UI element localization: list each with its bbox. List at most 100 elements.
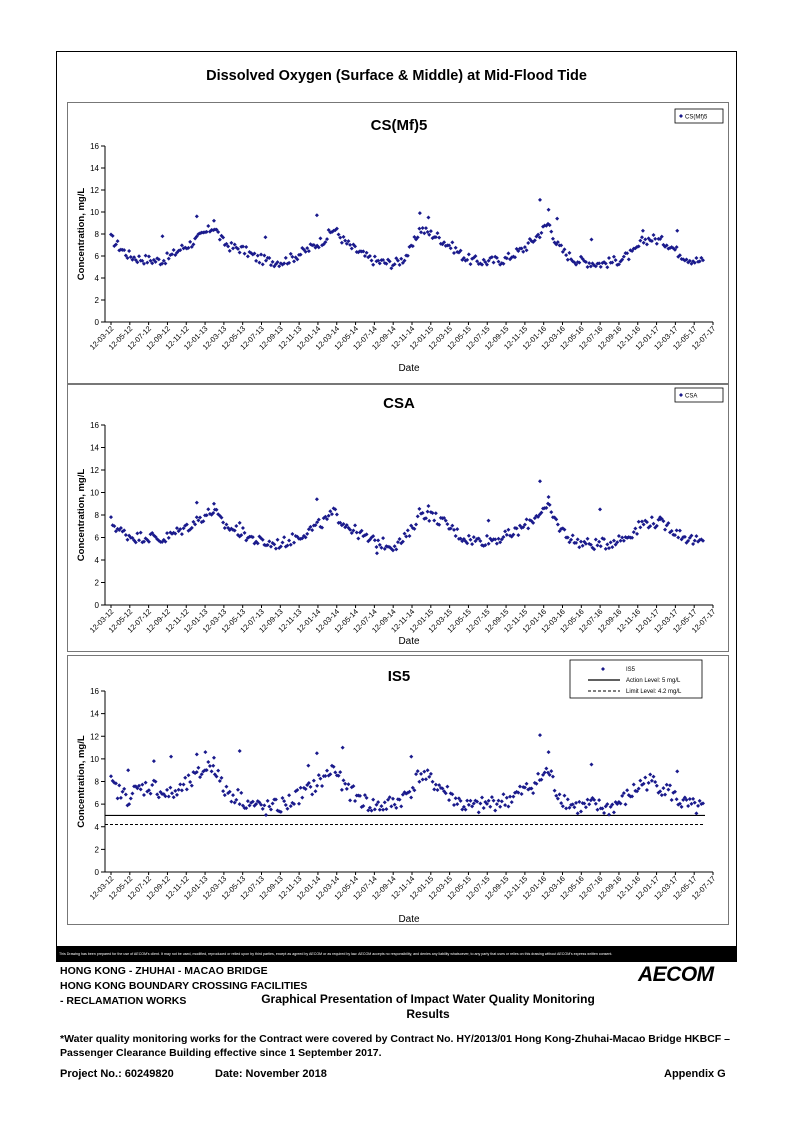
data-point [244, 244, 249, 249]
data-point [140, 258, 145, 263]
data-point [677, 801, 682, 806]
data-point [524, 781, 529, 786]
data-point [546, 750, 551, 755]
data-point [316, 245, 321, 250]
data-point [260, 262, 265, 267]
data-point [313, 789, 318, 794]
data-point [419, 230, 424, 235]
data-point [428, 229, 433, 234]
data-point [422, 516, 427, 521]
legend-marker [601, 667, 605, 671]
data-point [217, 237, 222, 242]
data-point [593, 264, 598, 269]
data-point [499, 799, 504, 804]
data-point [198, 515, 203, 520]
data-point [382, 800, 387, 805]
data-point [214, 774, 219, 779]
data-point [539, 230, 544, 235]
chart-panel-csa: CSA 0 2 4 6 8 10 12 14 16 Concentration, mg/L 12-03… [67, 384, 729, 652]
disclaimer-bar: This Drawing has been prepared for the u… [56, 946, 737, 962]
chart-title: CSA [383, 395, 415, 412]
data-point [513, 255, 518, 260]
data-point [343, 238, 348, 243]
data-point [311, 778, 316, 783]
data-point [620, 793, 625, 798]
data-point [458, 536, 463, 541]
data-point [453, 534, 458, 539]
data-point [483, 543, 488, 548]
data-point [445, 784, 450, 789]
data-point [298, 252, 303, 257]
data-point [554, 793, 559, 798]
y-tick-label: 10 [90, 208, 99, 217]
data-point [437, 235, 442, 240]
y-tick-label: 4 [95, 823, 100, 832]
data-point [478, 539, 483, 544]
data-point [232, 528, 237, 533]
data-point [689, 261, 694, 266]
data-point [224, 522, 229, 527]
data-point [184, 522, 189, 527]
data-point [169, 754, 174, 759]
data-point [692, 800, 697, 805]
data-point [358, 793, 363, 798]
data-point [115, 239, 120, 244]
data-point [211, 218, 216, 223]
data-point [648, 524, 653, 529]
data-point [691, 796, 696, 801]
y-tick-label: 0 [95, 868, 100, 877]
data-point [150, 261, 155, 266]
data-point [536, 232, 541, 237]
data-point [221, 235, 226, 240]
data-point [397, 797, 402, 802]
data-point [588, 542, 593, 547]
data-point [562, 247, 567, 252]
data-point [621, 254, 626, 259]
data-point [410, 244, 415, 249]
data-point [272, 542, 277, 547]
data-point [310, 528, 315, 533]
y-tick-label: 16 [90, 687, 99, 696]
data-point [229, 526, 234, 531]
data-point [290, 254, 295, 259]
data-point [517, 523, 522, 528]
data-point [404, 534, 409, 539]
data-point [371, 534, 376, 539]
data-point [677, 528, 682, 533]
data-point [176, 529, 181, 534]
data-point [570, 259, 575, 264]
data-point [631, 530, 636, 535]
data-point [310, 792, 315, 797]
data-point [349, 531, 354, 536]
data-point [158, 790, 163, 795]
data-point [578, 809, 583, 814]
data-point [423, 516, 428, 521]
data-point [496, 536, 501, 541]
data-point [658, 789, 663, 794]
data-point [376, 800, 381, 805]
data-point [367, 537, 372, 542]
data-point [496, 259, 501, 264]
data-point [509, 255, 514, 260]
data-point [364, 250, 369, 255]
y-tick-label: 6 [95, 800, 100, 809]
data-point [315, 783, 320, 788]
data-point [390, 796, 395, 801]
data-point [122, 786, 127, 791]
data-point [621, 791, 626, 796]
data-point [409, 523, 414, 528]
legend-label: IS5 [626, 667, 636, 673]
data-point [287, 793, 292, 798]
data-point [244, 538, 249, 543]
legend-box [674, 387, 724, 403]
data-point [130, 791, 135, 796]
data-point [196, 765, 201, 770]
data-point [389, 266, 394, 271]
data-point [433, 235, 438, 240]
data-point [292, 540, 297, 545]
data-point [597, 261, 602, 266]
data-point [235, 246, 240, 251]
data-point [306, 763, 311, 768]
data-point [189, 244, 194, 249]
